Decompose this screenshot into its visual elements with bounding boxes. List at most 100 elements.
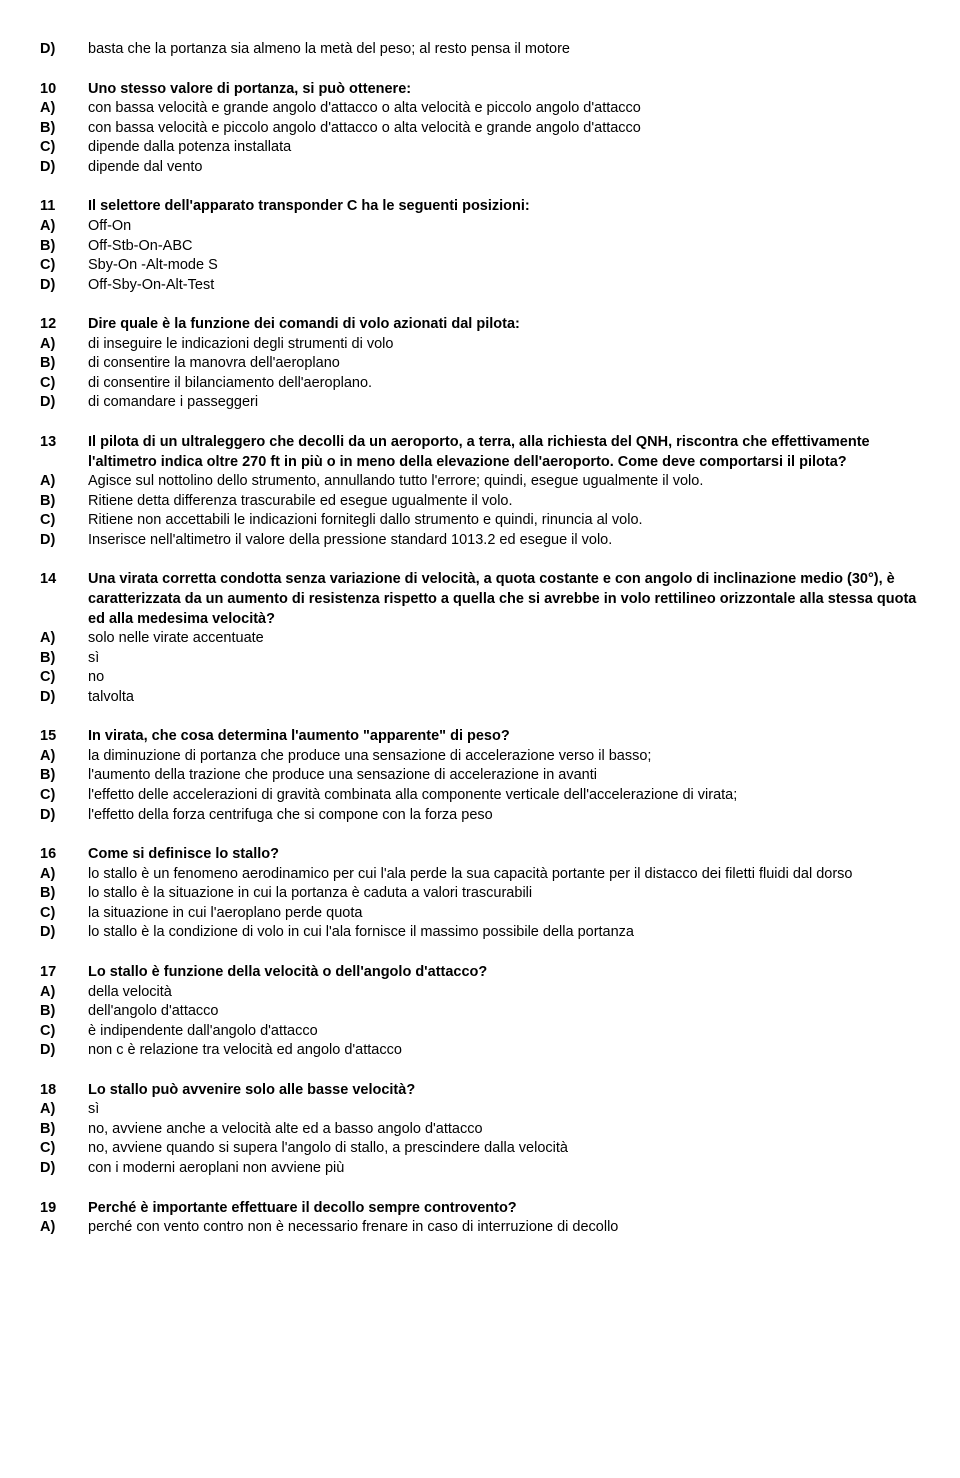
option-text: con bassa velocità e grande angolo d'att…: [88, 99, 920, 119]
option-label: B): [40, 1003, 55, 1019]
option-text: l'aumento della trazione che produce una…: [88, 766, 920, 786]
option-label: D): [40, 924, 55, 940]
question-block: 15In virata, che cosa determina l'aument…: [40, 727, 920, 825]
option-text: sì: [88, 1100, 920, 1120]
question-text: Lo stallo può avvenire solo alle basse v…: [88, 1081, 920, 1101]
option-label: D): [40, 1042, 55, 1058]
option-text: l'effetto della forza centrifuga che si …: [88, 806, 920, 826]
option-text: della velocità: [88, 983, 920, 1003]
option-text: la diminuzione di portanza che produce u…: [88, 747, 920, 767]
question-number: 11: [40, 197, 88, 217]
option-label: B): [40, 238, 55, 254]
option-text: di inseguire le indicazioni degli strume…: [88, 335, 920, 355]
option-text: con i moderni aeroplani non avviene più: [88, 1159, 920, 1179]
option-label: C): [40, 512, 55, 528]
option-text: Inserisce nell'altimetro il valore della…: [88, 531, 920, 551]
option-label: B): [40, 355, 55, 371]
question-block: 14Una virata corretta condotta senza var…: [40, 570, 920, 707]
option-text: di consentire la manovra dell'aeroplano: [88, 354, 920, 374]
option-label: A): [40, 218, 55, 234]
option-label: D): [40, 394, 55, 410]
option-text: no, avviene quando si supera l'angolo di…: [88, 1139, 920, 1159]
question-text: Il pilota di un ultraleggero che decolli…: [88, 433, 920, 472]
option-label: C): [40, 787, 55, 803]
option-text: l'effetto delle accelerazioni di gravità…: [88, 786, 920, 806]
option-text: di comandare i passeggeri: [88, 393, 920, 413]
option-label: B): [40, 1121, 55, 1137]
question-text: Come si definisce lo stallo?: [88, 845, 920, 865]
option-label: B): [40, 120, 55, 136]
option-text: lo stallo è la situazione in cui la port…: [88, 884, 920, 904]
option-label: C): [40, 1140, 55, 1156]
option-text: Ritiene detta differenza trascurabile ed…: [88, 492, 920, 512]
option-text: basta che la portanza sia almeno la metà…: [88, 40, 920, 60]
question-number: 12: [40, 315, 88, 335]
option-label: C): [40, 905, 55, 921]
option-text: di consentire il bilanciamento dell'aero…: [88, 374, 920, 394]
option-label: C): [40, 375, 55, 391]
option-text: Off-On: [88, 217, 920, 237]
option-label: A): [40, 866, 55, 882]
question-number: 13: [40, 433, 88, 453]
option-text: è indipendente dall'angolo d'attacco: [88, 1022, 920, 1042]
question-block: 19Perché è importante effettuare il deco…: [40, 1199, 920, 1238]
option-label: C): [40, 257, 55, 273]
question-number: 10: [40, 80, 88, 100]
question-number: 16: [40, 845, 88, 865]
option-label: B): [40, 650, 55, 666]
partial-previous-answer: D) basta che la portanza sia almeno la m…: [40, 40, 920, 60]
question-block: 13Il pilota di un ultraleggero che decol…: [40, 433, 920, 550]
option-text: perché con vento contro non è necessario…: [88, 1218, 920, 1238]
question-block: 17Lo stallo è funzione della velocità o …: [40, 963, 920, 1061]
option-text: dell'angolo d'attacco: [88, 1002, 920, 1022]
option-label: D): [40, 40, 88, 60]
question-number: 14: [40, 570, 88, 590]
question-number: 15: [40, 727, 88, 747]
option-text: solo nelle virate accentuate: [88, 629, 920, 649]
question-block: 11Il selettore dell'apparato transponder…: [40, 197, 920, 295]
option-label: D): [40, 1160, 55, 1176]
option-text: la situazione in cui l'aeroplano perde q…: [88, 904, 920, 924]
option-label: C): [40, 669, 55, 685]
option-text: no: [88, 668, 920, 688]
option-label: D): [40, 689, 55, 705]
option-text: Ritiene non accettabili le indicazioni f…: [88, 511, 920, 531]
option-label: C): [40, 139, 55, 155]
option-label: A): [40, 473, 55, 489]
option-label: A): [40, 1219, 55, 1235]
option-label: A): [40, 1101, 55, 1117]
question-number: 19: [40, 1199, 88, 1219]
option-text: dipende dalla potenza installata: [88, 138, 920, 158]
question-text: Dire quale è la funzione dei comandi di …: [88, 315, 920, 335]
option-label: B): [40, 885, 55, 901]
option-text: lo stallo è un fenomeno aerodinamico per…: [88, 865, 920, 885]
question-text: In virata, che cosa determina l'aumento …: [88, 727, 920, 747]
option-text: dipende dal vento: [88, 158, 920, 178]
option-text: talvolta: [88, 688, 920, 708]
option-label: D): [40, 532, 55, 548]
option-text: Sby-On -Alt-mode S: [88, 256, 920, 276]
option-label: D): [40, 159, 55, 175]
question-number: 18: [40, 1081, 88, 1101]
option-label: B): [40, 493, 55, 509]
question-block: 10Uno stesso valore di portanza, si può …: [40, 80, 920, 178]
option-label: A): [40, 984, 55, 1000]
option-label: D): [40, 807, 55, 823]
option-text: Off-Stb-On-ABC: [88, 237, 920, 257]
option-text: sì: [88, 649, 920, 669]
option-label: C): [40, 1023, 55, 1039]
option-text: non c è relazione tra velocità ed angolo…: [88, 1041, 920, 1061]
option-label: A): [40, 748, 55, 764]
question-text: Una virata corretta condotta senza varia…: [88, 570, 920, 629]
option-text: Agisce sul nottolino dello strumento, an…: [88, 472, 920, 492]
question-block: 12Dire quale è la funzione dei comandi d…: [40, 315, 920, 413]
question-text: Perché è importante effettuare il decoll…: [88, 1199, 920, 1219]
option-text: con bassa velocità e piccolo angolo d'at…: [88, 119, 920, 139]
option-text: lo stallo è la condizione di volo in cui…: [88, 923, 920, 943]
question-block: 18Lo stallo può avvenire solo alle basse…: [40, 1081, 920, 1179]
question-block: 16Come si definisce lo stallo? A) lo stall…: [40, 845, 920, 943]
question-text: Uno stesso valore di portanza, si può ot…: [88, 80, 920, 100]
option-label: A): [40, 100, 55, 116]
option-text: Off-Sby-On-Alt-Test: [88, 276, 920, 296]
question-text: Il selettore dell'apparato transponder C…: [88, 197, 920, 217]
